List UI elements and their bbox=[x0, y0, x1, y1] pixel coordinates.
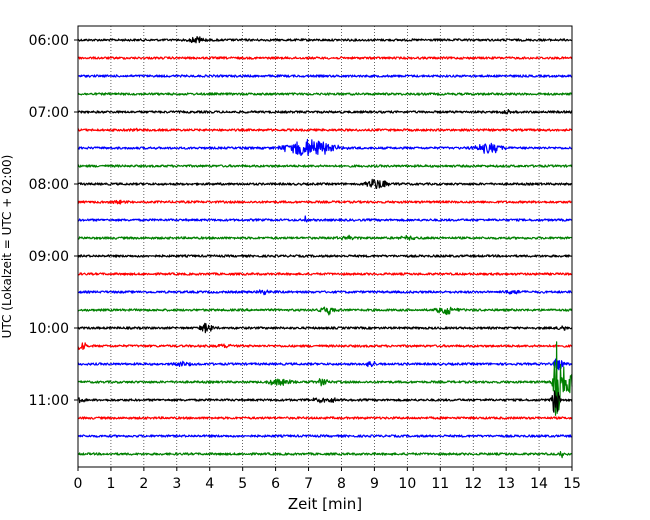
x-tick-label: 7 bbox=[304, 476, 313, 492]
seismic-trace bbox=[77, 322, 573, 334]
seismic-trace bbox=[77, 358, 573, 371]
seismic-trace bbox=[77, 127, 573, 132]
seismic-trace bbox=[77, 416, 573, 420]
seismic-trace bbox=[77, 434, 573, 438]
x-tick-label: 6 bbox=[271, 476, 280, 492]
x-tick-label: 10 bbox=[398, 476, 416, 492]
x-axis-ticks: 0 1 2 3 4 5 6 7 8 9 10 11 12 13 14 15 bbox=[74, 467, 581, 492]
seismic-trace bbox=[77, 390, 573, 413]
x-tick-label: 2 bbox=[139, 476, 148, 492]
seismic-trace bbox=[77, 342, 573, 351]
x-tick-label: 13 bbox=[497, 476, 515, 492]
x-axis-label: Zeit [min] bbox=[288, 495, 362, 513]
seismic-trace bbox=[77, 56, 573, 60]
seismic-trace bbox=[77, 178, 573, 190]
x-tick-label: 9 bbox=[370, 476, 379, 492]
seismic-trace bbox=[77, 215, 573, 223]
x-tick-label: 12 bbox=[464, 476, 482, 492]
trace-group bbox=[77, 36, 573, 459]
x-tick-label: 14 bbox=[530, 476, 548, 492]
x-tick-label: 1 bbox=[106, 476, 115, 492]
y-tick-label: 09:00 bbox=[29, 249, 69, 265]
seismic-trace bbox=[77, 306, 573, 316]
x-tick-label: 8 bbox=[337, 476, 346, 492]
y-tick-label: 10:00 bbox=[29, 321, 69, 337]
seismic-trace bbox=[77, 451, 573, 459]
x-tick-label: 3 bbox=[172, 476, 181, 492]
plot-frame bbox=[77, 25, 573, 468]
seismic-trace bbox=[77, 108, 573, 115]
y-tick-label: 08:00 bbox=[29, 177, 69, 193]
x-tick-label: 15 bbox=[563, 476, 581, 492]
y-tick-label: 11:00 bbox=[29, 393, 69, 409]
seismic-trace bbox=[77, 272, 573, 276]
seismic-trace bbox=[77, 341, 573, 416]
seismic-trace bbox=[77, 254, 573, 258]
seismic-trace bbox=[77, 289, 573, 296]
x-tick-label: 11 bbox=[431, 476, 449, 492]
seismic-trace bbox=[77, 36, 573, 44]
x-tick-label: 4 bbox=[205, 476, 214, 492]
x-tick-label: 0 bbox=[74, 476, 83, 492]
seismic-trace bbox=[77, 74, 573, 78]
seismic-trace bbox=[77, 199, 573, 205]
seismic-trace bbox=[77, 138, 573, 156]
x-tick-label: 5 bbox=[238, 476, 247, 492]
y-axis-ticks: 06:00 07:00 08:00 09:00 10:00 11:00 bbox=[29, 33, 78, 409]
y-axis-label: UTC (Lokalzeit = UTC + 02:00) bbox=[0, 155, 14, 339]
y-tick-label: 06:00 bbox=[29, 33, 69, 49]
seismic-trace bbox=[77, 164, 573, 168]
seismic-trace bbox=[77, 234, 573, 241]
seismic-trace bbox=[77, 92, 573, 96]
y-tick-label: 07:00 bbox=[29, 105, 69, 121]
